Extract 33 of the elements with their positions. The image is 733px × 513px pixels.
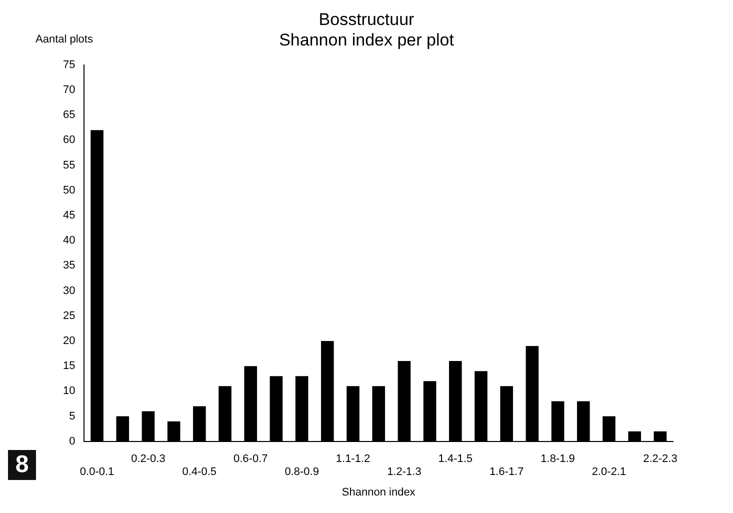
y-tick-label: 5: [69, 410, 76, 422]
x-tick-label: 1.6-1.7: [489, 466, 524, 478]
y-tick-label: 40: [62, 234, 76, 247]
y-tick-label: 50: [62, 184, 76, 196]
x-tick-label: 0.6-0.7: [234, 453, 268, 466]
y-tick-label: 0: [69, 435, 76, 448]
x-tick-label: 0.2-0.3: [131, 453, 166, 466]
y-tick-label: 70: [62, 84, 76, 96]
y-tick-label: 55: [62, 159, 76, 172]
x-tick-label: 1.1-1.2: [336, 453, 370, 466]
y-tick-label: 30: [62, 284, 76, 297]
x-tick-label: 0.0-0.1: [80, 466, 114, 478]
y-tick-label: 25: [62, 310, 76, 322]
x-tick-label: 2.2-2.3: [643, 453, 678, 466]
text: 8: [8, 450, 36, 480]
x-axis-title: Shannon index: [342, 486, 416, 498]
y-tick-label: 10: [62, 385, 76, 398]
y-tick-label: 35: [62, 260, 76, 272]
y-axis-title: Aantal plots: [35, 33, 94, 46]
y-tick-label: 15: [62, 360, 76, 372]
chart-title: Bosstructuur: [318, 10, 415, 29]
y-tick-label: 45: [62, 209, 76, 222]
y-tick-label: 60: [62, 134, 76, 146]
x-tick-label: 0.8-0.9: [284, 466, 319, 478]
chart-subtitle: Shannon index per plot: [279, 30, 454, 50]
x-tick-label: 1.4-1.5: [438, 453, 473, 466]
x-tick-label: 2.0-2.1: [592, 466, 626, 478]
y-tick-label: 65: [62, 109, 76, 122]
x-tick-label: 1.2-1.3: [387, 466, 422, 478]
y-tick-label: 75: [62, 58, 76, 71]
x-tick-label: 0.4-0.5: [182, 466, 217, 478]
x-tick-label: 1.8-1.9: [540, 453, 575, 466]
y-tick-label: 20: [62, 335, 76, 348]
